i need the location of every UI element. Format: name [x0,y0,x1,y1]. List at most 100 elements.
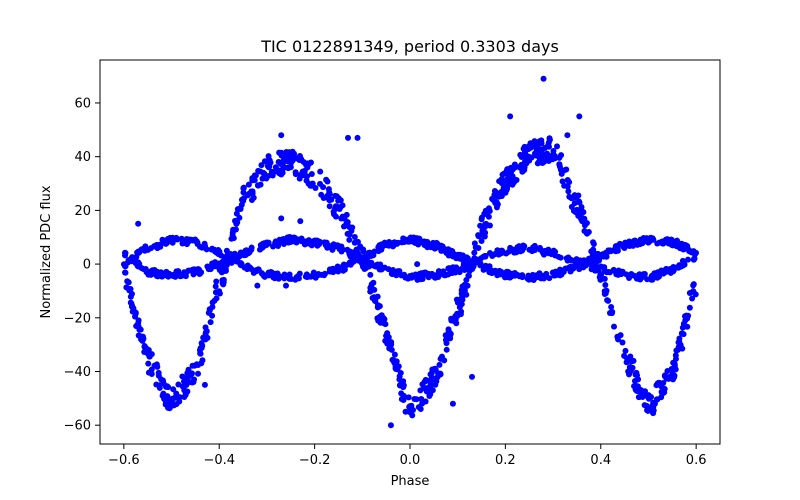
data-point [228,258,235,265]
data-point [669,242,676,249]
data-point [517,151,524,158]
data-point [201,240,208,247]
data-point [141,247,148,254]
data-point [391,351,398,358]
data-point [351,254,358,261]
data-point [125,279,132,286]
y-tick-label: −20 [64,311,91,326]
data-point [312,184,319,191]
data-point [676,342,683,349]
data-point [534,272,541,279]
data-point [303,162,310,169]
data-point [155,369,162,376]
data-point [127,285,134,292]
data-point [690,288,697,295]
data-point [149,267,156,274]
data-point [459,283,466,290]
data-point [356,255,363,262]
data-point [143,269,150,276]
y-tick-label: 40 [74,150,91,165]
data-point [312,272,319,279]
data-point [317,168,324,175]
data-point [143,344,150,351]
data-point [395,239,402,246]
data-point [672,352,679,359]
data-point [639,272,646,279]
data-point [408,402,415,409]
y-tick-label: 20 [74,204,91,219]
data-point [662,236,669,243]
data-point [601,267,608,274]
chart-title: TIC 0122891349, period 0.3303 days [260,37,559,56]
y-axis-ticks: −60 −40 −20 0 20 40 60 [64,96,100,434]
data-point [575,257,582,264]
data-point [384,340,391,347]
data-point [546,153,553,160]
data-point [621,352,628,359]
data-point [458,291,465,298]
data-point [263,175,270,182]
data-point [551,272,558,279]
data-point [408,274,415,281]
data-point [204,334,211,341]
data-point [608,310,615,317]
data-point [347,248,354,255]
data-point [628,366,635,373]
data-point [213,295,220,302]
data-point [250,194,257,201]
data-point [249,188,256,195]
data-point [631,237,638,244]
data-point [431,365,438,372]
data-point [196,347,203,354]
data-point [689,295,696,302]
data-point [686,304,693,311]
data-point [230,235,237,242]
y-tick-label: −60 [64,419,91,434]
data-point [436,269,443,276]
data-point [419,238,426,245]
data-point [389,267,396,274]
data-point [591,256,598,263]
data-point [376,266,383,273]
data-point [603,287,610,294]
data-point [186,378,193,385]
data-point [212,289,219,296]
data-point [432,381,439,388]
data-point [245,181,252,188]
data-point [566,179,573,186]
data-point [690,282,697,289]
x-axis-ticks: −0.6 −0.4 −0.2 0.0 0.2 0.4 0.6 [108,444,706,468]
data-point [165,384,172,391]
data-point [643,392,650,399]
outlier-point [297,218,304,225]
data-point [127,293,134,300]
data-point [242,247,249,254]
data-point [648,405,655,412]
data-point [189,237,196,244]
data-point [145,360,152,367]
outlier-point [469,373,475,380]
data-point [132,313,139,320]
data-point [512,177,519,184]
data-point [295,275,302,282]
data-point [279,169,286,176]
data-point [636,240,643,247]
data-point [557,166,564,173]
data-point [552,248,559,255]
data-point [499,180,506,187]
outlier-point [278,215,285,222]
data-point [654,396,661,403]
data-point [481,253,488,260]
data-point [265,269,272,276]
data-point [195,370,202,377]
data-point [155,270,162,276]
data-point [172,236,179,243]
data-point [393,272,400,279]
x-tick-label: −0.6 [108,453,140,468]
data-point [488,270,495,277]
data-point [206,307,213,314]
plot-frame [99,59,721,445]
data-point [193,239,200,246]
data-point [671,374,678,381]
data-point [202,329,209,336]
